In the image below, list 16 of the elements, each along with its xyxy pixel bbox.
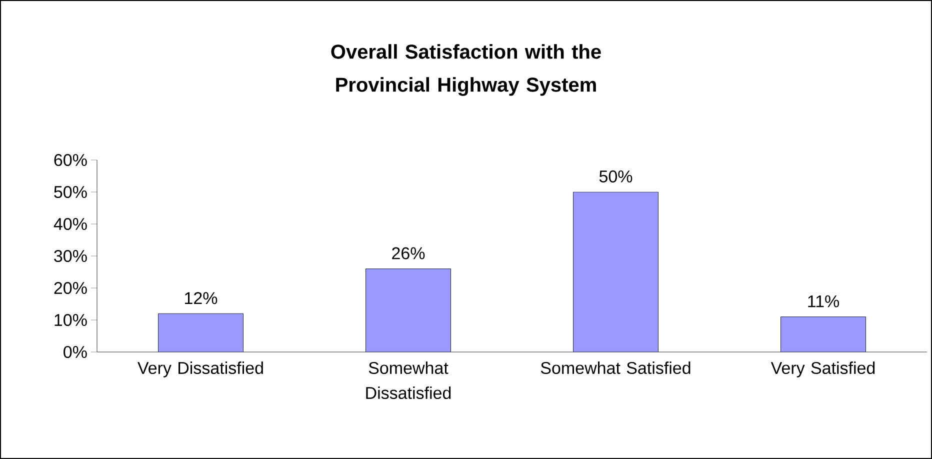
y-tick-label: 0% bbox=[64, 346, 87, 358]
x-tick-label: Somewhat Satisfied bbox=[540, 362, 690, 374]
y-tick-label: 20% bbox=[54, 282, 87, 294]
y-tick-label: 30% bbox=[54, 250, 87, 262]
y-tick-label: 40% bbox=[54, 218, 87, 230]
y-tick-label: 10% bbox=[54, 314, 87, 326]
x-tick-label: Somewhat Dissatisfied bbox=[366, 362, 451, 400]
data-label: 50% bbox=[599, 170, 632, 182]
data-label: 26% bbox=[392, 247, 425, 260]
y-tick-label: 60% bbox=[54, 154, 87, 166]
data-label: 12% bbox=[185, 292, 218, 304]
data-label: 11% bbox=[808, 295, 840, 308]
x-tick-label: Very Dissatisfied bbox=[138, 362, 263, 378]
chart-title: Overall Satisfaction with the Provincial Highway System bbox=[331, 44, 601, 96]
x-tick-label: Very Satisfied bbox=[770, 362, 875, 378]
y-tick-label: 50% bbox=[54, 186, 87, 198]
